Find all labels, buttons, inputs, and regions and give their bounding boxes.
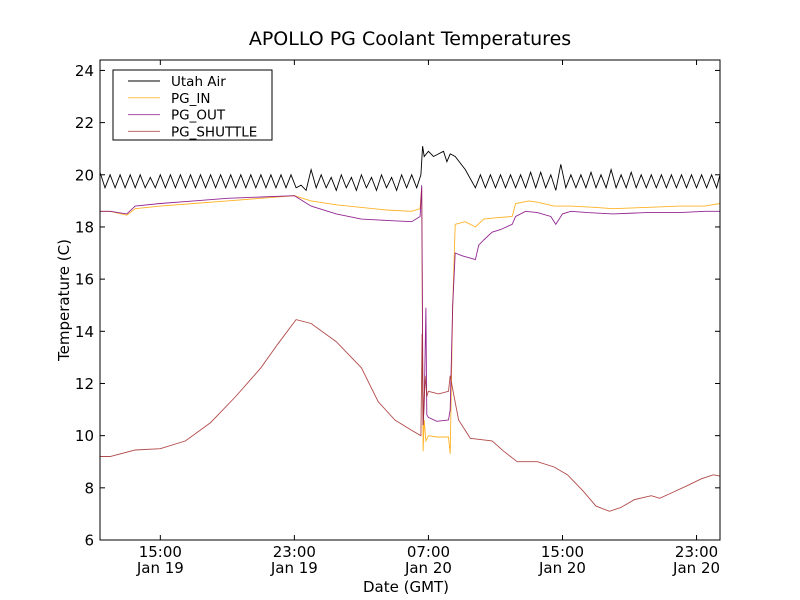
- legend-label: Utah Air: [171, 74, 226, 90]
- y-tick-label: 10: [75, 427, 94, 445]
- x-tick-label-time: 07:00: [407, 543, 450, 561]
- series-line-pg-in: [100, 187, 720, 454]
- y-axis-label: Temperature (C): [55, 239, 73, 362]
- legend-label: PG_IN: [171, 91, 210, 107]
- x-tick-label-time: 15:00: [139, 543, 182, 561]
- y-tick-label: 18: [75, 218, 94, 236]
- legend-label: PG_OUT: [171, 108, 226, 124]
- series-line-utah-air: [100, 146, 720, 192]
- x-tick-label-date: Jan 19: [270, 559, 318, 577]
- y-tick-label: 6: [84, 532, 94, 550]
- x-tick-label-time: 23:00: [675, 543, 718, 561]
- y-tick-label: 16: [75, 271, 94, 289]
- x-tick-label-time: 15:00: [541, 543, 584, 561]
- x-tick-label-date: Jan 20: [404, 559, 452, 577]
- y-tick-label: 8: [84, 479, 94, 497]
- y-tick-label: 24: [75, 62, 94, 80]
- series-line-pg-out: [100, 185, 720, 426]
- x-tick-label-date: Jan 19: [136, 559, 184, 577]
- legend-box: [112, 69, 273, 141]
- chart-title: APOLLO PG Coolant Temperatures: [249, 28, 571, 50]
- x-tick-label-time: 23:00: [273, 543, 316, 561]
- x-tick-label-date: Jan 20: [672, 559, 720, 577]
- y-tick-label: 14: [75, 323, 94, 341]
- x-tick-label-date: Jan 20: [538, 559, 586, 577]
- legend-label: PG_SHUTTLE: [171, 124, 257, 140]
- series-group: [100, 146, 720, 512]
- y-tick-label: 20: [75, 166, 94, 184]
- series-line-pg-shuttle: [100, 319, 720, 512]
- plot-frame: [99, 59, 721, 541]
- y-tick-label: 22: [75, 114, 94, 132]
- x-axis-label: Date (GMT): [363, 578, 449, 596]
- y-tick-label: 12: [75, 375, 94, 393]
